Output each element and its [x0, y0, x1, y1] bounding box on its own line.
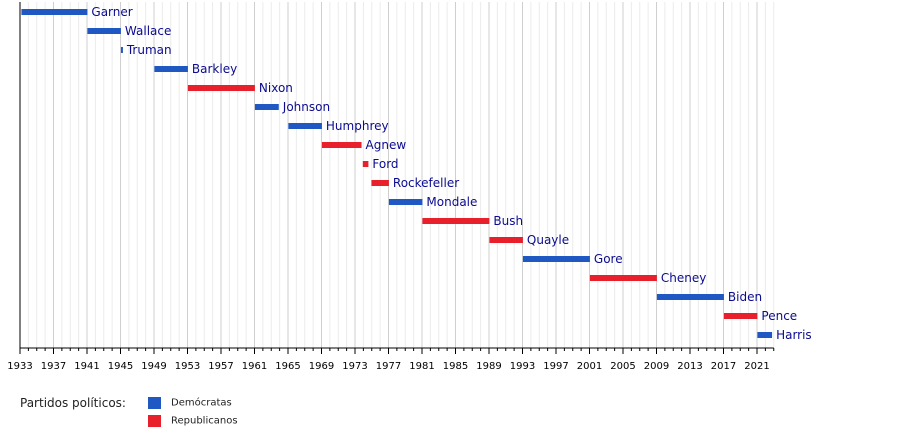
- x-tick-label: 2017: [711, 361, 736, 372]
- x-tick-label: 1945: [108, 361, 133, 372]
- term-label-biden: Biden: [728, 290, 762, 304]
- term-bar-pence: [723, 313, 758, 319]
- term-label-mondale: Mondale: [426, 195, 477, 209]
- term-bar-biden: [656, 294, 724, 300]
- legend-label-rep: Republicanos: [171, 415, 238, 427]
- x-tick-label: 1965: [275, 361, 300, 372]
- term-bar-garner: [21, 9, 88, 15]
- term-bar-bush: [422, 218, 490, 224]
- legend-item-dem: Demócratas: [148, 397, 232, 409]
- x-tick-label: 1941: [74, 361, 99, 372]
- term-bar-nixon: [187, 85, 255, 91]
- term-bar-agnew: [321, 142, 362, 148]
- term-label-ford: Ford: [372, 157, 398, 171]
- term-label-bush: Bush: [493, 214, 523, 228]
- term-label-agnew: Agnew: [366, 138, 407, 152]
- term-bar-barkley: [154, 66, 188, 72]
- term-bar-quayle: [489, 237, 523, 243]
- term-bar-wallace: [87, 28, 121, 34]
- x-tick-label: 1957: [208, 361, 233, 372]
- x-tick-label: 2021: [744, 361, 769, 372]
- term-bar-humphrey: [288, 123, 322, 129]
- term-label-harris: Harris: [776, 328, 812, 342]
- legend-item-rep: Republicanos: [148, 415, 238, 427]
- legend-swatch-rep: [148, 415, 161, 427]
- x-tick-label: 2001: [577, 361, 602, 372]
- term-bars: [21, 9, 773, 338]
- term-label-wallace: Wallace: [125, 24, 171, 38]
- term-bar-johnson: [254, 104, 279, 110]
- term-label-quayle: Quayle: [527, 233, 569, 247]
- x-tick-label: 1961: [242, 361, 267, 372]
- x-tick-label: 1933: [7, 361, 32, 372]
- term-label-garner: Garner: [91, 5, 132, 19]
- x-tick-label: 1953: [175, 361, 200, 372]
- x-tick-label: 1977: [376, 361, 401, 372]
- legend-label-dem: Demócratas: [171, 397, 232, 409]
- x-axis: 1933 1937 1941 1945 1949 1953 1957 1961 1965 1969…: [7, 2, 775, 372]
- term-label-barkley: Barkley: [192, 62, 237, 76]
- term-bar-truman: [120, 47, 123, 53]
- term-bar-cheney: [589, 275, 657, 281]
- legend-swatch-dem: [148, 397, 161, 409]
- x-tick-label: 1997: [543, 361, 568, 372]
- term-label-nixon: Nixon: [259, 81, 293, 95]
- term-label-johnson: Johnson: [282, 100, 330, 114]
- x-tick-label: 2009: [644, 361, 669, 372]
- x-tick-label: 1985: [443, 361, 468, 372]
- term-label-rockefeller: Rockefeller: [393, 176, 459, 190]
- term-bar-gore: [522, 256, 590, 262]
- x-tick-label: 1973: [342, 361, 367, 372]
- vice-president-timeline-chart: Garner Wallace Truman Barkley Nixon Johnson Hu…: [7, 2, 812, 372]
- term-bar-harris: [757, 332, 773, 338]
- term-labels: Garner Wallace Truman Barkley Nixon Johnson Hu…: [91, 5, 811, 342]
- x-tick-label: 1949: [141, 361, 166, 372]
- term-bar-rockefeller: [371, 180, 389, 186]
- term-label-pence: Pence: [761, 309, 797, 323]
- term-label-truman: Truman: [126, 43, 172, 57]
- term-bar-mondale: [388, 199, 423, 205]
- term-label-cheney: Cheney: [661, 271, 706, 285]
- legend-title: Partidos políticos:: [20, 396, 126, 410]
- x-tick-label: 2013: [677, 361, 702, 372]
- term-bar-ford: [362, 161, 369, 167]
- x-tick-label: 1969: [309, 361, 334, 372]
- x-tick-label: 1993: [510, 361, 535, 372]
- x-tick-label: 1981: [409, 361, 434, 372]
- x-tick-label: 1937: [41, 361, 66, 372]
- term-label-humphrey: Humphrey: [326, 119, 389, 133]
- x-tick-label: 2005: [610, 361, 635, 372]
- x-tick-label: 1989: [476, 361, 501, 372]
- term-label-gore: Gore: [594, 252, 623, 266]
